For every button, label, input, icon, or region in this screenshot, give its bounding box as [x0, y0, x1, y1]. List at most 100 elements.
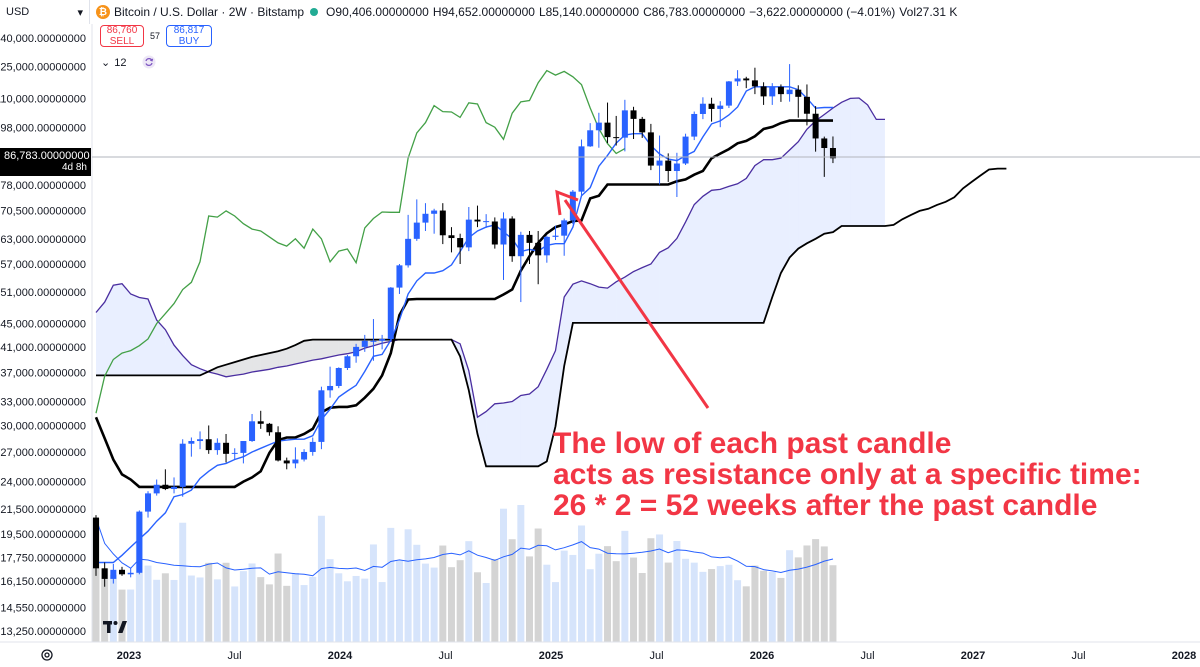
candle[interactable]: [101, 568, 108, 579]
candle[interactable]: [543, 236, 550, 256]
sell-button[interactable]: 86,760 SELL: [100, 25, 144, 47]
symbol-title[interactable]: Bitcoin / U.S. Dollar · 2W · Bitstamp: [114, 5, 305, 19]
candle[interactable]: [699, 103, 706, 114]
candle[interactable]: [803, 96, 810, 114]
candle[interactable]: [327, 385, 334, 391]
candle[interactable]: [413, 222, 420, 239]
candle[interactable]: [405, 238, 412, 266]
candle[interactable]: [309, 441, 316, 452]
candle[interactable]: [283, 460, 290, 464]
candle[interactable]: [535, 242, 542, 256]
price-axis[interactable]: 140,000.00000000 125,000.00000000 110,000.…: [0, 24, 93, 642]
candle[interactable]: [205, 439, 212, 451]
candle[interactable]: [569, 191, 576, 221]
candle[interactable]: [301, 451, 308, 460]
candle[interactable]: [240, 441, 247, 453]
candle[interactable]: [214, 442, 221, 451]
candle[interactable]: [595, 122, 602, 131]
candle[interactable]: [743, 78, 750, 81]
candle[interactable]: [318, 390, 325, 442]
candle[interactable]: [396, 265, 403, 288]
cloud-segment: [798, 129, 807, 249]
candle[interactable]: [725, 81, 732, 106]
candle[interactable]: [630, 110, 637, 119]
candle[interactable]: [717, 105, 724, 109]
candle[interactable]: [439, 210, 446, 236]
candle[interactable]: [257, 421, 264, 424]
time-axis[interactable]: 2023 Jul 2024 Jul 2025 Jul 2026 Jul 2027 Jul 2028: [0, 641, 1200, 662]
candle[interactable]: [266, 423, 273, 433]
candle[interactable]: [379, 339, 386, 341]
candle[interactable]: [509, 218, 516, 257]
candle[interactable]: [162, 484, 169, 490]
candle[interactable]: [656, 160, 663, 166]
candle[interactable]: [552, 235, 559, 237]
candle[interactable]: [353, 346, 360, 357]
candle[interactable]: [647, 132, 654, 166]
candle[interactable]: [171, 486, 178, 490]
candle[interactable]: [561, 220, 568, 236]
candle[interactable]: [361, 340, 368, 347]
candle[interactable]: [474, 219, 481, 222]
candle[interactable]: [526, 234, 533, 243]
candle[interactable]: [665, 160, 672, 172]
candle[interactable]: [829, 147, 836, 159]
candle[interactable]: [578, 146, 585, 192]
cloud-segment: [685, 204, 695, 323]
indicator-toggle[interactable]: ⌄ 12: [101, 56, 126, 70]
candle[interactable]: [344, 356, 351, 368]
candle[interactable]: [613, 137, 620, 139]
candle[interactable]: [119, 569, 126, 575]
candle[interactable]: [179, 443, 186, 487]
gear-icon[interactable]: [40, 648, 54, 662]
candle[interactable]: [760, 86, 767, 97]
candle[interactable]: [465, 219, 472, 248]
candle[interactable]: [812, 113, 819, 139]
candle[interactable]: [500, 218, 507, 245]
candle[interactable]: [231, 452, 238, 454]
candle[interactable]: [491, 221, 498, 245]
candle[interactable]: [197, 439, 204, 442]
candle[interactable]: [795, 89, 802, 97]
candle[interactable]: [145, 493, 152, 512]
candle[interactable]: [517, 234, 524, 257]
candle[interactable]: [387, 287, 394, 340]
candle[interactable]: [275, 432, 282, 461]
candle[interactable]: [734, 78, 741, 82]
candle[interactable]: [639, 118, 646, 133]
candle[interactable]: [786, 89, 793, 95]
candle[interactable]: [708, 103, 715, 109]
candle[interactable]: [769, 86, 776, 97]
candle[interactable]: [777, 86, 784, 95]
candle[interactable]: [422, 213, 429, 223]
candle[interactable]: [292, 459, 299, 464]
candle[interactable]: [136, 511, 143, 573]
candle[interactable]: [93, 517, 99, 569]
candle[interactable]: [621, 110, 628, 138]
candle[interactable]: [483, 221, 490, 223]
candle[interactable]: [249, 421, 256, 442]
candle[interactable]: [673, 163, 680, 172]
buy-button[interactable]: 86,817 BUY: [166, 25, 212, 47]
candle[interactable]: [448, 235, 455, 239]
candle[interactable]: [110, 569, 117, 579]
candle[interactable]: [223, 442, 230, 454]
candle[interactable]: [335, 367, 342, 386]
candle[interactable]: [821, 138, 828, 149]
candle[interactable]: [188, 441, 195, 444]
candle[interactable]: [691, 113, 698, 137]
candle[interactable]: [587, 130, 594, 147]
currency-selector[interactable]: USD ▾: [0, 0, 90, 24]
candle[interactable]: [431, 210, 438, 214]
candle[interactable]: [751, 80, 758, 87]
candle[interactable]: [153, 484, 160, 494]
volume-bar: [812, 539, 820, 642]
candle[interactable]: [370, 340, 377, 342]
candle[interactable]: [604, 122, 611, 138]
candle[interactable]: [127, 572, 134, 575]
candles[interactable]: [93, 64, 836, 587]
refresh-icon[interactable]: [142, 55, 156, 69]
candle[interactable]: [682, 136, 689, 164]
candle[interactable]: [457, 238, 464, 248]
